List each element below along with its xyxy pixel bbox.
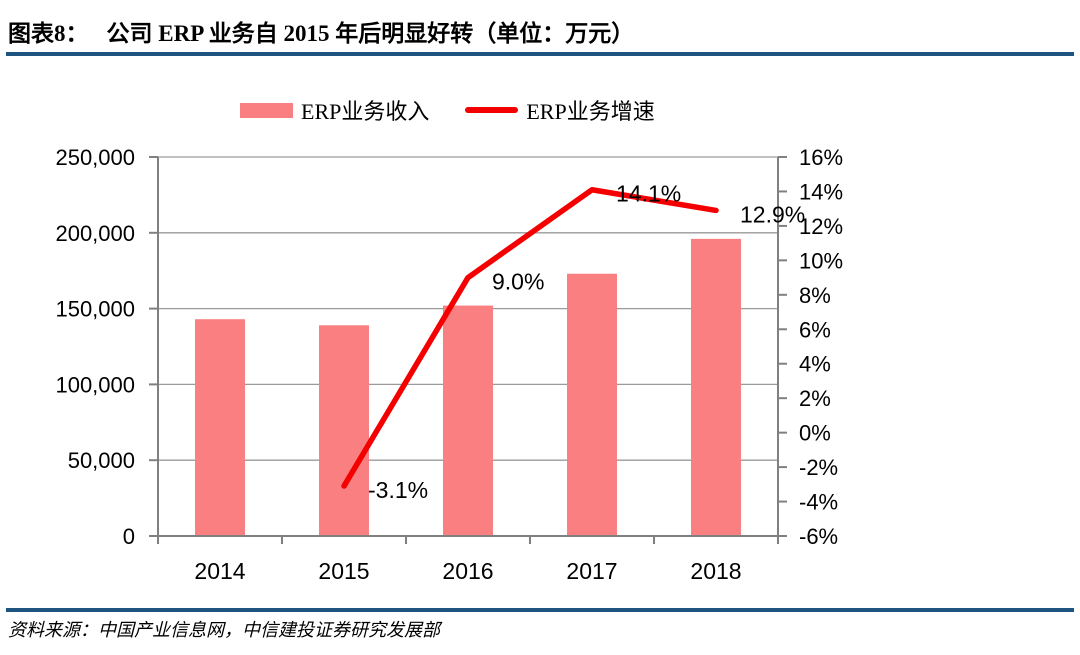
x-axis-label-2014: 2014 xyxy=(194,558,245,584)
legend-label-revenue: ERP业务收入 xyxy=(301,99,430,124)
figure-title: 公司 ERP 业务自 2015 年后明显好转（单位：万元） xyxy=(106,21,635,46)
right-axis-tick-label: -6% xyxy=(799,524,838,549)
left-axis-tick-label: 50,000 xyxy=(68,448,135,473)
chart-legend: ERP业务收入 ERP业务增速 xyxy=(240,94,655,126)
growth-line-swatch-icon xyxy=(465,107,519,113)
right-axis-tick-label: -4% xyxy=(799,490,838,515)
right-axis-tick-label: 14% xyxy=(799,179,843,204)
right-axis-tick-label: 0% xyxy=(799,421,831,446)
data-label-2015: -3.1% xyxy=(368,477,428,503)
right-axis-tick-label: 2% xyxy=(799,386,831,411)
right-axis-tick-label: 10% xyxy=(799,248,843,273)
footer-divider-rule xyxy=(6,608,1074,612)
right-axis-tick-label: 16% xyxy=(799,145,843,170)
left-axis-tick-label: 100,000 xyxy=(55,372,135,397)
title-divider-rule xyxy=(6,52,1074,56)
figure-title-row: 图表8： 公司 ERP 业务自 2015 年后明显好转（单位：万元） xyxy=(8,14,1072,48)
source-note: 资料来源：中国产业信息网，中信建投证券研究发展部 xyxy=(8,620,440,640)
left-axis-tick-label: 150,000 xyxy=(55,297,135,322)
left-axis-tick-label: 250,000 xyxy=(55,145,135,170)
revenue-bar-2015 xyxy=(319,325,369,536)
legend-item-revenue: ERP业务收入 xyxy=(240,94,429,126)
right-axis-tick-label: 8% xyxy=(799,283,831,308)
data-label-2017: 14.1% xyxy=(616,181,681,207)
x-axis-label-2017: 2017 xyxy=(566,558,617,584)
left-axis-tick-label: 200,000 xyxy=(55,221,135,246)
data-label-2018: 12.9% xyxy=(740,201,805,227)
data-label-2016: 9.0% xyxy=(492,269,544,295)
right-axis-tick-label: 6% xyxy=(799,317,831,342)
revenue-bar-2014 xyxy=(195,319,245,536)
revenue-bar-2016 xyxy=(443,305,493,536)
left-axis-tick-label: 0 xyxy=(123,524,135,549)
revenue-bar-2018 xyxy=(691,238,741,536)
right-axis-tick-label: 12% xyxy=(799,214,843,239)
revenue-bar-2017 xyxy=(567,273,617,536)
right-axis-tick-label: 4% xyxy=(799,352,831,377)
x-axis-label-2015: 2015 xyxy=(318,558,369,584)
revenue-bar-swatch-icon xyxy=(240,102,293,118)
growth-line xyxy=(341,186,719,489)
x-axis-label-2018: 2018 xyxy=(690,558,741,584)
x-axis-label-2016: 2016 xyxy=(442,558,493,584)
figure-label: 图表8： xyxy=(8,21,89,46)
right-axis-tick-label: -2% xyxy=(799,455,838,480)
legend-item-growth: ERP业务增速 xyxy=(465,94,655,126)
legend-label-growth: ERP业务增速 xyxy=(526,99,655,124)
